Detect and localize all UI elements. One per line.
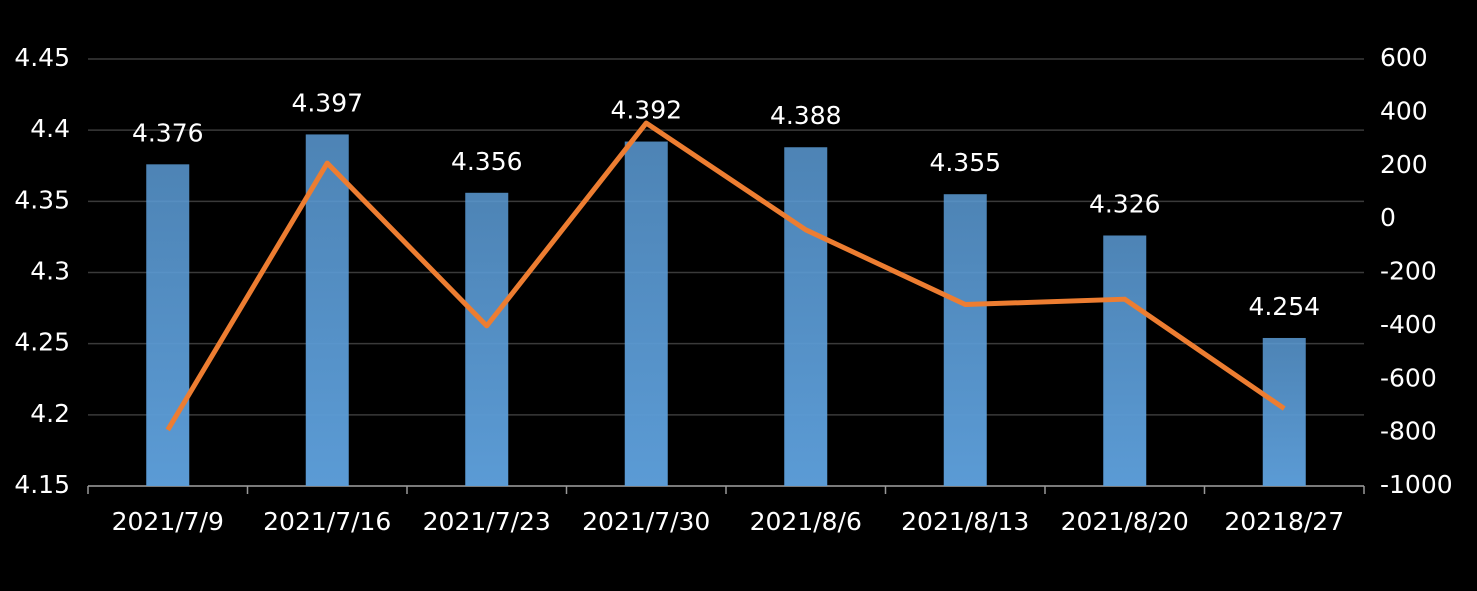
y-tick-label: 4.4 [30, 114, 70, 143]
bar [1103, 235, 1147, 486]
x-tick-label: 2021/7/30 [582, 507, 710, 536]
y2-tick-label: -200 [1380, 257, 1437, 286]
bar [146, 164, 190, 486]
data-label: 4.356 [451, 147, 523, 176]
y-tick-label: 4.45 [14, 43, 70, 72]
bar [624, 141, 668, 486]
bar [1262, 337, 1306, 486]
bar [943, 194, 987, 486]
data-label: 4.376 [132, 118, 204, 147]
line [165, 120, 1286, 432]
bar [305, 134, 349, 487]
y2-tick-label: 200 [1380, 150, 1428, 179]
data-label: 4.254 [1248, 292, 1320, 321]
y2-tick-label: 0 [1380, 203, 1396, 232]
data-label: 4.388 [770, 101, 842, 130]
x-tick-label: 2021/8/6 [750, 507, 862, 536]
y2-tick-label: 600 [1380, 43, 1428, 72]
data-label: 4.397 [291, 88, 363, 117]
x-tick-label: 2021/7/9 [112, 507, 224, 536]
x-tick-label: 2021/7/16 [263, 507, 391, 536]
y-tick-label: 4.25 [14, 328, 70, 357]
y2-tick-label: -1000 [1380, 470, 1453, 499]
x-tick-label: 2021/8/13 [901, 507, 1029, 536]
data-label: 4.355 [929, 148, 1001, 177]
data-label: 4.392 [610, 96, 682, 125]
y-tick-label: 4.3 [30, 257, 70, 286]
data-label: 4.326 [1089, 189, 1161, 218]
bar [784, 147, 828, 486]
bar [465, 192, 509, 486]
y2-tick-label: -800 [1380, 417, 1437, 446]
y2-tick-label: 400 [1380, 96, 1428, 125]
y-tick-label: 4.35 [14, 185, 70, 214]
x-tick-label: 20218/27 [1224, 507, 1344, 536]
x-tick-label: 2021/7/23 [423, 507, 551, 536]
y-tick-label: 4.2 [30, 399, 70, 428]
y2-tick-label: -400 [1380, 310, 1437, 339]
y-tick-label: 4.15 [14, 470, 70, 499]
x-tick-label: 2021/8/20 [1061, 507, 1189, 536]
y2-tick-label: -600 [1380, 363, 1437, 392]
